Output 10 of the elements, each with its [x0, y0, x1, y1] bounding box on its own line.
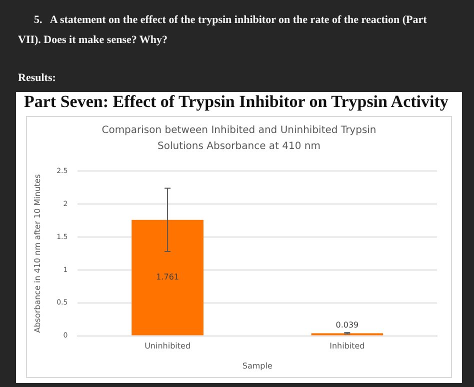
text: 5. A statement on the effect of the trypsin inhibitor on the rate of the reaction (Part VII). Does it make sense? Why? — [18, 13, 428, 48]
chart-subtitle: Comparison between Inhibited and Uninhibited Trypsin Solutions Absorbance at 410 nm — [100, 124, 378, 154]
x-tick-label: Inhibited — [330, 342, 365, 351]
data-label: 1.761 — [156, 272, 179, 282]
chart-title: Part Seven: Effect of Trypsin Inhibitor on Trypsin Activity — [24, 92, 448, 112]
y-axis-title: Absorbance in 410 nm after 10 Minutes — [32, 174, 42, 333]
x-tick-label: Uninhibited — [144, 342, 191, 351]
text: Results: — [18, 72, 56, 84]
x-axis-title: Sample — [242, 361, 272, 370]
data-label: 0.039 — [336, 320, 359, 330]
